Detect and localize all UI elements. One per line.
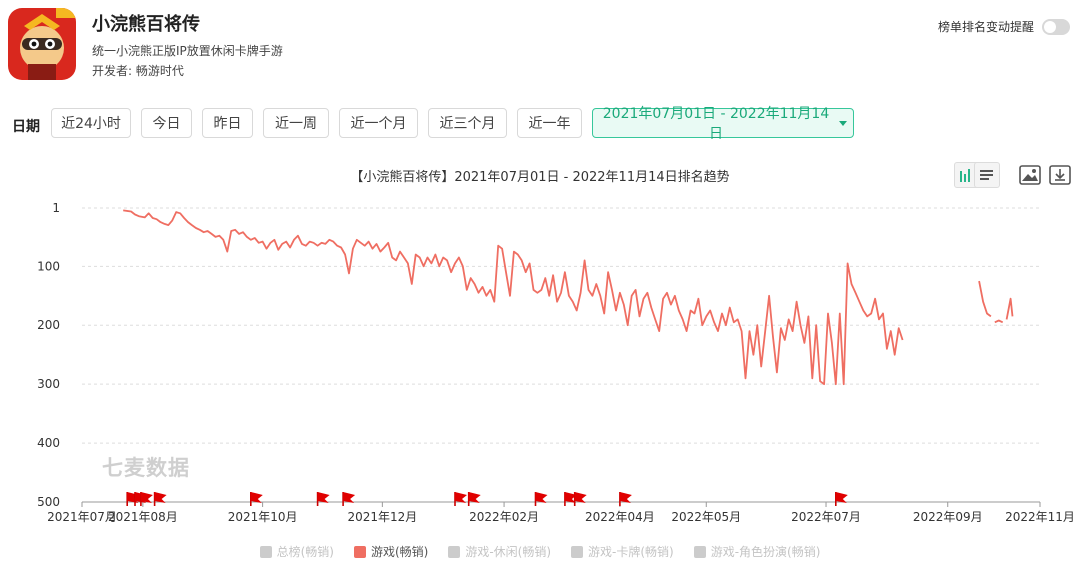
x-tick-label: 2021年07月 [47, 510, 117, 524]
event-flag-icon [834, 492, 848, 506]
app-description: 统一小浣熊正版IP放置休闲卡牌手游 [92, 44, 283, 58]
download-icon [1049, 165, 1071, 185]
x-tick-label: 2021年08月 [108, 510, 178, 524]
app-developer: 开发者: 畅游时代 [92, 64, 184, 78]
legend-label: 总榜(畅销) [276, 545, 334, 559]
range-year-button[interactable]: 近一年 [517, 108, 582, 138]
series-line [123, 209, 904, 386]
y-tick-label: 400 [37, 436, 60, 450]
x-tick-label: 2022年02月 [469, 510, 539, 524]
y-tick-label: 100 [37, 259, 60, 273]
x-tick-label: 2021年10月 [228, 510, 298, 524]
event-flag-icon [467, 492, 481, 506]
legend-item-casual[interactable]: 游戏-休闲(畅销) [448, 543, 551, 560]
chart-title: 【小浣熊百将传】2021年07月01日 - 2022年11月14日排名趋势 [350, 170, 730, 185]
raccoon-warrior-icon [8, 8, 76, 80]
event-flag-icon [316, 492, 330, 506]
x-tick-label: 2022年11月 [1005, 510, 1075, 524]
legend-label: 游戏(畅销) [370, 545, 429, 559]
x-tick-label: 2022年05月 [671, 510, 741, 524]
x-tick-label: 2022年04月 [585, 510, 655, 524]
rank-alert-label: 榜单排名变动提醒 [937, 20, 1034, 34]
series-line [978, 280, 992, 318]
chart-legend: 总榜(畅销) 游戏(畅销) 游戏-休闲(畅销) 游戏-卡牌(畅销) 游戏-角色扮… [0, 543, 1080, 560]
legend-label: 游戏-角色扮演(畅销) [710, 545, 821, 559]
event-flag-icon [573, 492, 587, 506]
y-tick-label: 300 [37, 377, 60, 391]
series-line [994, 319, 1004, 324]
legend-label: 游戏-卡牌(畅销) [588, 545, 674, 559]
event-flag-icon [250, 492, 263, 506]
event-flag-icon [140, 492, 153, 506]
app-title: 小浣熊百将传 [92, 14, 200, 35]
date-label: 日期 [12, 119, 40, 135]
chart-grid [82, 207, 1040, 503]
event-flag-icon [534, 492, 548, 506]
bar-chart-icon [960, 169, 970, 182]
legend-item-total[interactable]: 总榜(畅销) [259, 543, 334, 560]
legend-item-rpg[interactable]: 游戏-角色扮演(畅销) [693, 543, 821, 560]
chevron-down-icon [839, 120, 847, 126]
custom-date-range-picker[interactable]: 2021年07月01日 - 2022年11月14日 [592, 106, 854, 142]
range-yesterday-button[interactable]: 昨日 [202, 108, 253, 138]
chart-type-list-button[interactable] [974, 162, 1000, 188]
series-lines [123, 209, 1014, 386]
range-3month-button[interactable]: 近三个月 [428, 108, 507, 138]
range-month-button[interactable]: 近一个月 [339, 108, 418, 138]
y-tick-label: 1 [52, 201, 60, 215]
app-icon [8, 8, 76, 80]
rank-alert-toggle[interactable] [1042, 18, 1070, 35]
download-button[interactable] [1047, 162, 1073, 188]
y-axis-ticks: 1 100 200 300 400 500 [37, 201, 60, 509]
event-flag-icon [454, 492, 467, 506]
x-tick-label: 2022年09月 [913, 510, 983, 524]
rank-alert: 榜单排名变动提醒 [938, 18, 1070, 35]
y-tick-label: 200 [37, 318, 60, 332]
custom-date-range-text: 2021年07月01日 - 2022年11月14日 [602, 106, 830, 142]
x-tick-label: 2022年07月 [791, 510, 861, 524]
x-tick-label: 2021年12月 [347, 510, 417, 524]
legend-item-games[interactable]: 游戏(畅销) [353, 543, 429, 560]
event-flags [126, 492, 848, 506]
event-flag-icon [342, 492, 356, 506]
y-tick-label: 500 [37, 495, 60, 509]
range-week-button[interactable]: 近一周 [263, 108, 329, 138]
list-icon [980, 170, 993, 180]
legend-label: 游戏-休闲(畅销) [465, 545, 552, 559]
range-today-button[interactable]: 今日 [141, 108, 192, 138]
legend-item-card[interactable]: 游戏-卡牌(畅销) [571, 543, 674, 560]
image-icon [1019, 165, 1041, 185]
event-flag-icon [619, 492, 632, 506]
event-flag-icon [153, 492, 167, 506]
range-24h-button[interactable]: 近24小时 [51, 108, 131, 138]
save-image-button[interactable] [1017, 162, 1043, 188]
watermark: 七麦数据 [102, 456, 190, 480]
series-line [1005, 297, 1014, 320]
